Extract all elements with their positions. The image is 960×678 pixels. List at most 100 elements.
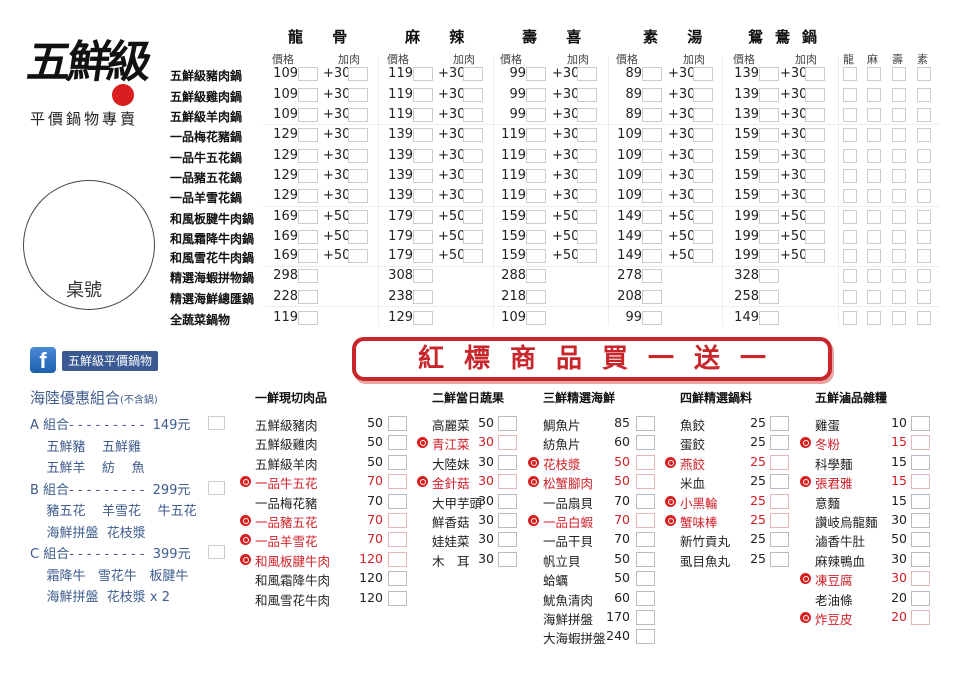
menu-item-checkbox[interactable] bbox=[498, 493, 517, 509]
menu-item-checkbox[interactable] bbox=[388, 571, 407, 587]
addon-checkbox[interactable] bbox=[348, 230, 368, 244]
addon-checkbox[interactable] bbox=[805, 210, 825, 224]
split-broth-checkbox[interactable] bbox=[843, 67, 857, 81]
price-checkbox[interactable] bbox=[759, 108, 779, 122]
split-broth-checkbox[interactable] bbox=[867, 230, 881, 244]
split-broth-checkbox[interactable] bbox=[892, 210, 906, 224]
price-checkbox[interactable] bbox=[413, 128, 433, 142]
split-broth-checkbox[interactable] bbox=[867, 128, 881, 142]
facebook-icon[interactable]: f bbox=[30, 347, 56, 373]
addon-checkbox[interactable] bbox=[577, 149, 597, 163]
price-checkbox[interactable] bbox=[298, 311, 318, 325]
menu-item-checkbox[interactable] bbox=[498, 532, 517, 548]
addon-checkbox[interactable] bbox=[693, 149, 713, 163]
price-checkbox[interactable] bbox=[298, 269, 318, 283]
addon-checkbox[interactable] bbox=[693, 230, 713, 244]
split-broth-checkbox[interactable] bbox=[892, 269, 906, 283]
menu-item-checkbox[interactable] bbox=[388, 532, 407, 548]
addon-checkbox[interactable] bbox=[577, 249, 597, 263]
price-checkbox[interactable] bbox=[526, 128, 546, 142]
addon-checkbox[interactable] bbox=[348, 67, 368, 81]
addon-checkbox[interactable] bbox=[805, 88, 825, 102]
split-broth-checkbox[interactable] bbox=[843, 169, 857, 183]
addon-checkbox[interactable] bbox=[577, 88, 597, 102]
split-broth-checkbox[interactable] bbox=[917, 189, 931, 203]
price-checkbox[interactable] bbox=[413, 88, 433, 102]
facebook-page-label[interactable]: 五鮮級平價鍋物 bbox=[62, 351, 159, 371]
addon-checkbox[interactable] bbox=[577, 169, 597, 183]
split-broth-checkbox[interactable] bbox=[867, 269, 881, 283]
addon-checkbox[interactable] bbox=[577, 67, 597, 81]
menu-item-checkbox[interactable] bbox=[636, 454, 655, 470]
split-broth-checkbox[interactable] bbox=[843, 128, 857, 142]
price-checkbox[interactable] bbox=[759, 88, 779, 102]
split-broth-checkbox[interactable] bbox=[843, 108, 857, 122]
menu-item-checkbox[interactable] bbox=[636, 590, 655, 606]
menu-item-checkbox[interactable] bbox=[911, 513, 930, 528]
menu-item-checkbox[interactable] bbox=[911, 571, 930, 587]
price-checkbox[interactable] bbox=[526, 290, 546, 304]
split-broth-checkbox[interactable] bbox=[892, 249, 906, 263]
menu-item-checkbox[interactable] bbox=[498, 454, 517, 470]
menu-item-checkbox[interactable] bbox=[636, 513, 655, 528]
addon-checkbox[interactable] bbox=[805, 149, 825, 163]
split-broth-checkbox[interactable] bbox=[843, 249, 857, 263]
split-broth-checkbox[interactable] bbox=[892, 67, 906, 81]
price-checkbox[interactable] bbox=[642, 269, 662, 283]
menu-item-checkbox[interactable] bbox=[636, 532, 655, 548]
menu-item-checkbox[interactable] bbox=[770, 416, 789, 431]
addon-checkbox[interactable] bbox=[693, 128, 713, 142]
addon-checkbox[interactable] bbox=[463, 128, 483, 142]
addon-checkbox[interactable] bbox=[348, 108, 368, 122]
split-broth-checkbox[interactable] bbox=[843, 189, 857, 203]
addon-checkbox[interactable] bbox=[463, 210, 483, 224]
menu-item-checkbox[interactable] bbox=[636, 493, 655, 509]
price-checkbox[interactable] bbox=[642, 88, 662, 102]
addon-checkbox[interactable] bbox=[348, 249, 368, 263]
price-checkbox[interactable] bbox=[759, 67, 779, 81]
addon-checkbox[interactable] bbox=[463, 249, 483, 263]
addon-checkbox[interactable] bbox=[577, 230, 597, 244]
price-checkbox[interactable] bbox=[298, 189, 318, 203]
price-checkbox[interactable] bbox=[413, 108, 433, 122]
price-checkbox[interactable] bbox=[526, 149, 546, 163]
price-checkbox[interactable] bbox=[298, 108, 318, 122]
menu-item-checkbox[interactable] bbox=[388, 435, 407, 451]
addon-checkbox[interactable] bbox=[805, 169, 825, 183]
price-checkbox[interactable] bbox=[526, 249, 546, 263]
split-broth-checkbox[interactable] bbox=[917, 269, 931, 283]
split-broth-checkbox[interactable] bbox=[843, 290, 857, 304]
addon-checkbox[interactable] bbox=[693, 108, 713, 122]
split-broth-checkbox[interactable] bbox=[892, 189, 906, 203]
addon-checkbox[interactable] bbox=[463, 169, 483, 183]
split-broth-checkbox[interactable] bbox=[917, 249, 931, 263]
split-broth-checkbox[interactable] bbox=[892, 311, 906, 325]
split-broth-checkbox[interactable] bbox=[917, 290, 931, 304]
price-checkbox[interactable] bbox=[298, 169, 318, 183]
price-checkbox[interactable] bbox=[298, 249, 318, 263]
addon-checkbox[interactable] bbox=[693, 169, 713, 183]
price-checkbox[interactable] bbox=[413, 230, 433, 244]
price-checkbox[interactable] bbox=[526, 230, 546, 244]
menu-item-checkbox[interactable] bbox=[770, 454, 789, 470]
menu-item-checkbox[interactable] bbox=[636, 435, 655, 451]
split-broth-checkbox[interactable] bbox=[843, 149, 857, 163]
menu-item-checkbox[interactable] bbox=[770, 474, 789, 490]
price-checkbox[interactable] bbox=[642, 128, 662, 142]
price-checkbox[interactable] bbox=[298, 67, 318, 81]
split-broth-checkbox[interactable] bbox=[843, 210, 857, 224]
price-checkbox[interactable] bbox=[642, 108, 662, 122]
menu-item-checkbox[interactable] bbox=[770, 513, 789, 528]
menu-item-checkbox[interactable] bbox=[911, 493, 930, 509]
menu-item-checkbox[interactable] bbox=[388, 513, 407, 528]
price-checkbox[interactable] bbox=[642, 230, 662, 244]
split-broth-checkbox[interactable] bbox=[892, 290, 906, 304]
menu-item-checkbox[interactable] bbox=[911, 610, 930, 625]
addon-checkbox[interactable] bbox=[463, 88, 483, 102]
price-checkbox[interactable] bbox=[526, 88, 546, 102]
price-checkbox[interactable] bbox=[759, 311, 779, 325]
price-checkbox[interactable] bbox=[642, 290, 662, 304]
addon-checkbox[interactable] bbox=[805, 128, 825, 142]
addon-checkbox[interactable] bbox=[348, 149, 368, 163]
split-broth-checkbox[interactable] bbox=[892, 149, 906, 163]
